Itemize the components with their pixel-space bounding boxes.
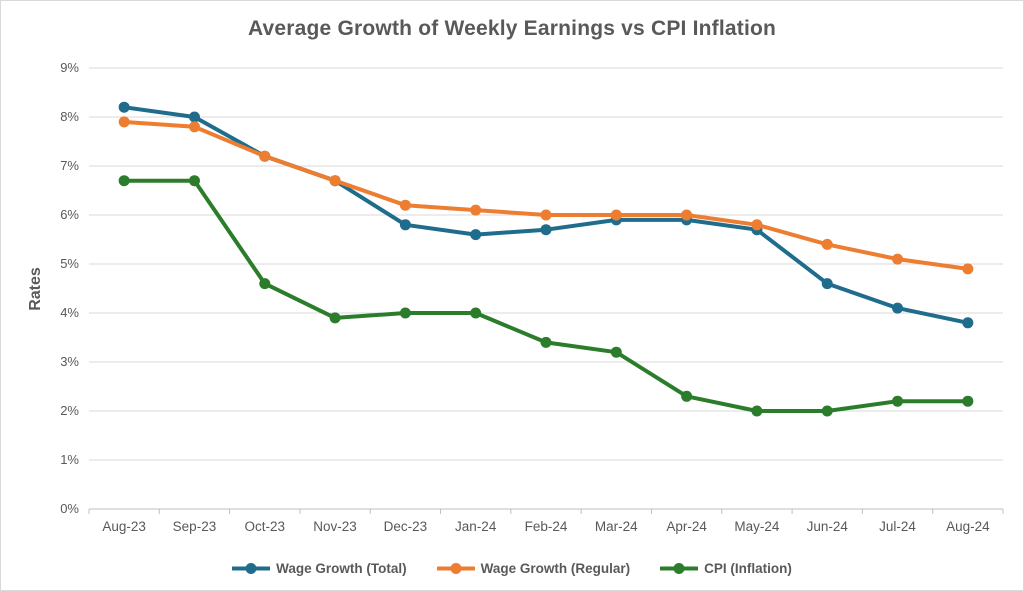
- y-tick-label: 3%: [60, 354, 79, 369]
- data-point: [118, 116, 130, 128]
- data-point: [540, 224, 552, 236]
- legend: Wage Growth (Total) Wage Growth (Regular)…: [1, 561, 1023, 576]
- data-point: [821, 405, 833, 417]
- data-point: [962, 263, 974, 275]
- chart-title: Average Growth of Weekly Earnings vs CPI…: [247, 17, 777, 40]
- x-tick-label: Jun-24: [806, 519, 848, 534]
- x-tick-label: Nov-23: [313, 519, 357, 534]
- data-point: [399, 307, 411, 319]
- data-point: [399, 219, 411, 231]
- y-tick-label: 7%: [60, 158, 79, 173]
- data-point: [751, 219, 763, 231]
- data-point: [329, 175, 341, 187]
- x-tick-label: Jul-24: [879, 519, 916, 534]
- data-point: [118, 175, 130, 187]
- data-point: [188, 121, 200, 133]
- x-tick-label: Oct-23: [244, 519, 286, 534]
- data-point: [610, 346, 622, 358]
- y-tick-label: 5%: [60, 256, 79, 271]
- data-point: [892, 253, 904, 265]
- data-point: [821, 278, 833, 290]
- x-tick-label: Dec-23: [383, 519, 428, 534]
- data-point: [681, 209, 693, 221]
- x-tick-label: Aug-23: [102, 519, 146, 534]
- data-point: [751, 405, 763, 417]
- y-tick-label: 2%: [60, 403, 79, 418]
- data-point: [470, 229, 482, 241]
- legend-item-1: Wage Growth (Regular): [436, 561, 631, 576]
- legend-marker-icon: [436, 563, 475, 574]
- y-tick-label: 8%: [60, 109, 79, 124]
- data-point: [821, 238, 833, 250]
- data-point: [470, 204, 482, 216]
- x-tick-label: Feb-24: [524, 519, 568, 534]
- data-point: [399, 199, 411, 211]
- data-point: [892, 302, 904, 314]
- y-tick-label: 0%: [60, 501, 79, 516]
- data-point: [962, 395, 974, 407]
- data-point: [259, 150, 271, 162]
- data-point: [681, 390, 693, 402]
- x-tick-label: May-24: [734, 519, 780, 534]
- legend-label: Wage Growth (Regular): [480, 561, 631, 576]
- y-tick-label: 4%: [60, 305, 79, 320]
- legend-marker-icon: [660, 563, 699, 574]
- y-tick-label: 9%: [60, 60, 79, 75]
- series-line-1: [122, 119, 970, 271]
- x-tick-label: Sep-23: [172, 519, 217, 534]
- data-point: [540, 336, 552, 348]
- data-point: [329, 312, 341, 324]
- legend-marker-icon: [232, 563, 271, 574]
- legend-label: CPI (Inflation): [704, 561, 792, 576]
- data-point: [610, 209, 622, 221]
- legend-item-0: Wage Growth (Total): [232, 561, 407, 576]
- data-point: [259, 278, 271, 290]
- x-tick-label: Apr-24: [666, 519, 707, 534]
- y-tick-label: 6%: [60, 207, 79, 222]
- data-point: [188, 175, 200, 187]
- data-point: [118, 101, 130, 113]
- data-point: [892, 395, 904, 407]
- legend-item-2: CPI (Inflation): [660, 561, 792, 576]
- data-point: [188, 111, 200, 123]
- data-point: [470, 307, 482, 319]
- y-tick-label: 1%: [60, 452, 79, 467]
- x-tick-label: Jan-24: [455, 519, 497, 534]
- x-tick-label: Aug-24: [946, 519, 990, 534]
- legend-label: Wage Growth (Total): [276, 561, 407, 576]
- x-tick-label: Mar-24: [594, 519, 638, 534]
- data-point: [962, 317, 974, 329]
- data-point: [540, 209, 552, 221]
